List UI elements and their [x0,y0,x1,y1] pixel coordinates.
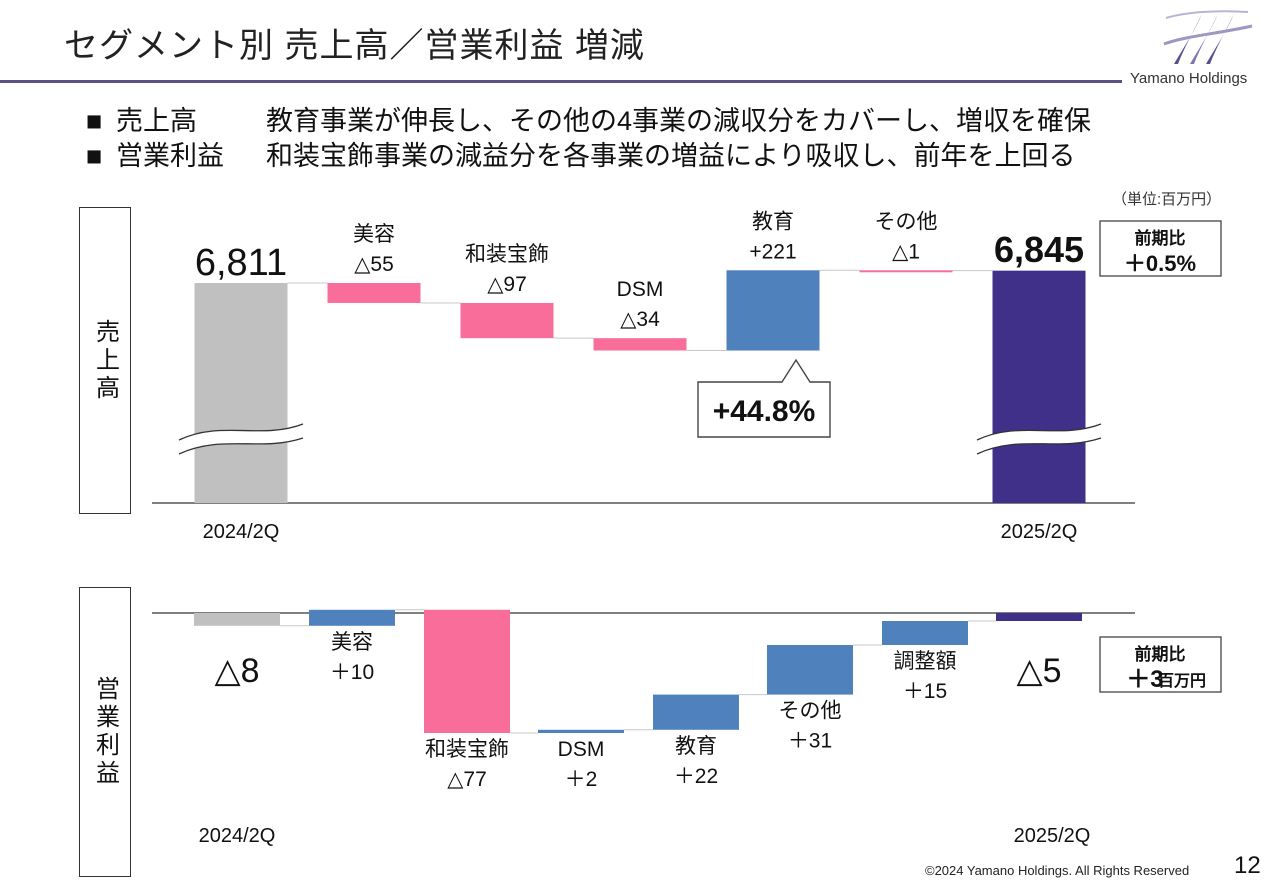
sales-bar-3 [726,270,820,351]
profit-start-label: 2024/2Q [199,825,276,847]
bullet-text: 教育事業が伸長し、その他の4事業の減収分をカバーし、増収を確保 [266,106,1092,136]
profit-comparison-value: ＋3 [1126,666,1163,693]
bullet-square-icon: ■ [86,141,103,171]
profit-step-delta: ＋2 [565,768,598,791]
sales-step-name: DSM [617,278,664,301]
sales-start-value: 6,811 [195,242,287,284]
bullet-label: 営業利益 [116,141,224,171]
profit-comparison-unit: 百万円 [1158,672,1206,690]
bullet-text: 和装宝飾事業の減益分を各事業の増益により吸収し、前年を上回る [266,141,1076,171]
page-title: セグメント別 売上高／営業利益 増減 [64,27,645,65]
profit-step-name: 調整額 [894,650,957,673]
axis-break-icon [976,437,1102,455]
logo-mark-icon [1163,10,1253,64]
sales-bar-1 [460,302,554,339]
profit-comparison-box [1099,636,1222,693]
sales-step-name: 美容 [353,223,395,246]
profit-end-label: 2025/2Q [1014,825,1091,847]
page-number: 12 [1234,852,1261,879]
axis-break-icon [976,423,1102,441]
profit-bar-end [996,613,1082,621]
sales-step-delta: △97 [487,273,527,296]
profit-step-delta: ＋10 [330,661,374,684]
bullet-square-icon: ■ [86,106,103,136]
sales-bar-start [194,283,288,503]
sales-step-name: その他 [875,210,938,233]
profit-start-value: △8 [214,652,259,690]
axis-break-icon [178,423,304,441]
sales-step-name: 和装宝飾 [465,243,549,266]
profit-bar-4 [767,645,853,695]
sales-step-delta: △1 [892,240,920,263]
sales-callout-box [697,358,831,438]
sales-start-label: 2024/2Q [203,521,280,543]
sales-end-value: 6,845 [994,229,1084,270]
bullet-sales: ■ 売上高 教育事業が伸長し、その他の4事業の減収分をカバーし、増収を確保 [86,104,1091,139]
profit-step-delta: ＋31 [788,730,832,753]
sales-bar-4 [859,270,953,273]
title-divider [0,80,1122,83]
profit-bar-3 [653,694,739,730]
profit-step-delta: ＋15 [903,680,947,703]
profit-bar-5 [882,621,968,645]
sales-callout-text: +44.8% [713,395,816,428]
sales-bar-0 [327,283,421,303]
bullet-profit: ■ 営業利益 和装宝飾事業の減益分を各事業の増益により吸収し、前年を上回る [86,139,1091,174]
profit-bar-2 [538,729,624,733]
profit-end-value: △5 [1016,652,1061,690]
profit-step-name: 美容 [331,631,373,654]
profit-step-name: その他 [779,700,842,723]
profit-bar-start [194,613,280,626]
sales-comparison-label: 前期比 [1135,228,1186,248]
sales-step-delta: △55 [354,253,394,276]
bullet-label: 売上高 [116,106,197,136]
profit-bar-0 [309,609,395,626]
profit-bar-1 [424,609,510,733]
copyright: ©2024 Yamano Holdings. All Rights Reserv… [925,863,1190,878]
profit-panel-label: 営業利益 [79,587,131,877]
sales-step-name: 教育 [752,210,794,233]
profit-step-name: 和装宝飾 [425,738,509,761]
sales-end-label: 2025/2Q [1001,521,1078,543]
sales-comparison-value: ＋0.5% [1124,251,1196,276]
sales-step-delta: +221 [749,240,796,263]
profit-step-delta: ＋22 [674,765,718,788]
sales-bar-end [992,270,1086,503]
profit-step-name: 教育 [675,735,717,758]
axis-break-icon [178,437,304,455]
company-logo: Yamano Holdings [1122,6,1272,90]
logo-text: Yamano Holdings [1130,70,1248,87]
sales-bar-2 [593,338,687,351]
profit-comparison-label: 前期比 [1135,644,1186,664]
profit-step-delta: △77 [447,768,487,791]
sales-comparison-box [1099,220,1222,277]
sales-panel-label: 売上高 [79,207,131,514]
profit-step-name: DSM [558,738,605,761]
summary-bullets: ■ 売上高 教育事業が伸長し、その他の4事業の減収分をカバーし、増収を確保 ■ … [86,104,1091,174]
sales-step-delta: △34 [620,308,660,331]
unit-note: （単位:百万円） [1112,191,1222,208]
